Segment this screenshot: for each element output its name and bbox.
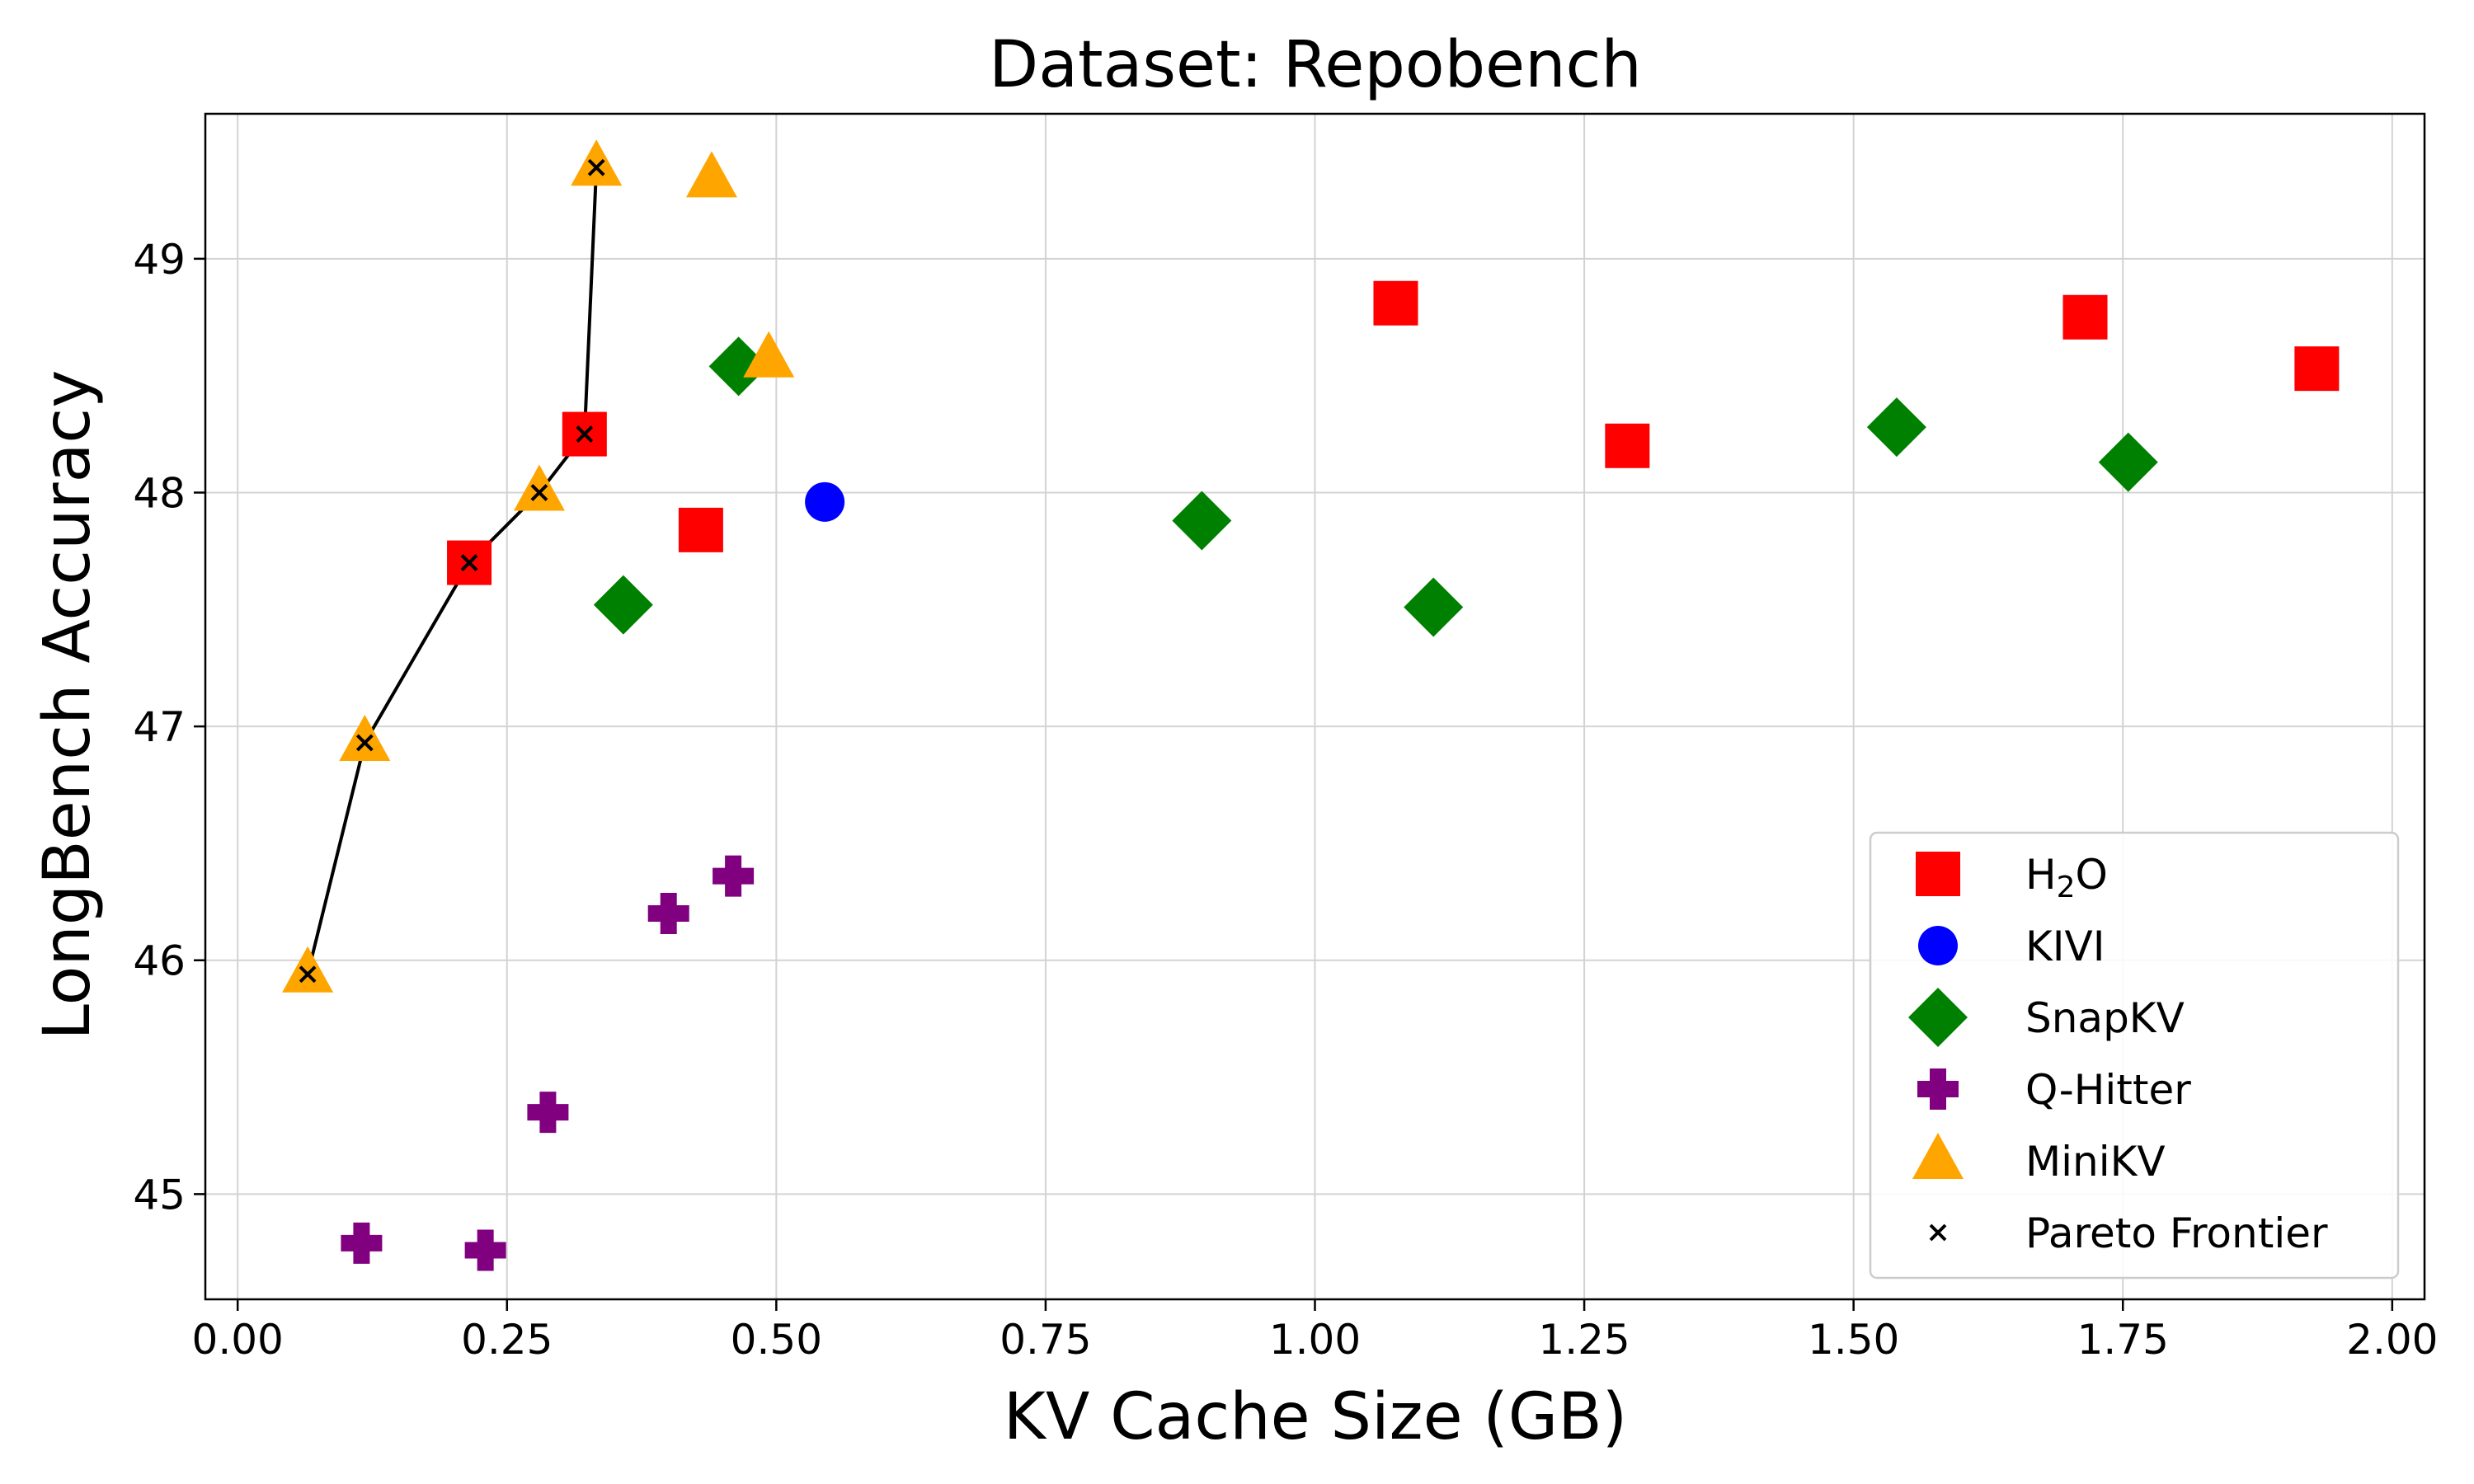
legend-marker-minikv — [1912, 1133, 1964, 1179]
pareto-x-stroke — [530, 484, 548, 501]
h2o-point — [2294, 346, 2340, 392]
x-tick-label: 0.25 — [461, 1316, 553, 1364]
pareto-frontier-point — [587, 158, 605, 176]
legend-label-minikv: MiniKV — [2025, 1138, 2166, 1186]
pareto-x-stroke — [299, 965, 317, 984]
q-hitter-point — [713, 855, 755, 897]
minikv-point — [339, 714, 391, 761]
legend-marker-kivi — [1918, 926, 1958, 965]
h2o-point — [1373, 280, 1418, 326]
x-tick-label: 0.00 — [192, 1316, 284, 1364]
legend-label-h2o: H2O — [2025, 851, 2108, 904]
h2o-point — [2062, 294, 2108, 340]
snapkv-point — [1404, 577, 1464, 637]
pareto-x-stroke — [355, 734, 374, 752]
legend: H2O KIVI SnapKV Q-Hitter MiniKV Pareto Fronti… — [1869, 831, 2400, 1280]
snapkv-point — [2098, 432, 2158, 492]
x-tick-label: 1.50 — [1808, 1316, 1899, 1364]
kivi-point — [805, 481, 845, 522]
x-tick-label: 1.25 — [1538, 1316, 1630, 1364]
y-axis-title: LongBench Accuracy — [31, 370, 105, 1040]
q-hitter-point — [527, 1092, 569, 1134]
snapkv-point — [1866, 397, 1926, 458]
minikv-point — [282, 946, 334, 993]
snapkv-point — [1172, 491, 1232, 551]
legend-label-q-hitter: Q-Hitter — [2025, 1066, 2191, 1114]
legend-label-snapkv: SnapKV — [2025, 994, 2185, 1042]
legend-box — [1869, 831, 2400, 1280]
chart-title: Dataset: Repobench — [989, 28, 1642, 102]
pareto-frontier-point — [355, 734, 374, 752]
snapkv-point — [593, 575, 653, 635]
h2o-point — [1605, 423, 1650, 468]
legend-marker-h2o — [1916, 852, 1960, 896]
legend-marker-q-hitter — [1917, 1068, 1959, 1110]
minikv-point — [743, 331, 795, 378]
x-tick-label: 0.75 — [999, 1316, 1091, 1364]
minikv-point — [513, 464, 565, 511]
legend-marker-pareto-frontier — [1929, 1223, 1947, 1242]
pareto-frontier-line — [306, 167, 599, 975]
pareto-frontier-point — [460, 554, 478, 571]
x-tick-label: 0.50 — [731, 1316, 822, 1364]
legend-label-pareto-frontier: Pareto Frontier — [2025, 1209, 2328, 1257]
y-tick-label: 45 — [133, 1171, 186, 1219]
axis-ticks: 0.00 0.25 0.50 0.75 1.00 1.25 1.50 1.75 2.00 45 46… — [133, 236, 2438, 1364]
data-markers — [282, 139, 2340, 1271]
x-tick-label: 1.75 — [2077, 1316, 2169, 1364]
snapkv-point — [708, 336, 769, 397]
pareto-frontier-path — [306, 167, 599, 975]
plot-area-frame — [204, 112, 2426, 1301]
pareto-x-stroke — [1929, 1223, 1947, 1242]
q-hitter-point — [647, 893, 689, 935]
y-tick-label: 49 — [133, 236, 186, 284]
minikv-point — [685, 151, 737, 198]
y-tick-label: 47 — [133, 703, 186, 751]
q-hitter-point — [464, 1229, 506, 1271]
y-tick-label: 46 — [133, 937, 186, 985]
q-hitter-point — [341, 1222, 383, 1264]
x-tick-label: 2.00 — [2346, 1316, 2438, 1364]
pareto-x-stroke — [460, 554, 478, 571]
pareto-x-stroke — [576, 425, 594, 443]
x-tick-label: 1.00 — [1269, 1316, 1361, 1364]
legend-marker-snapkv — [1908, 988, 1968, 1047]
x-axis-title: KV Cache Size (GB) — [1004, 1380, 1627, 1454]
pareto-frontier-point — [299, 965, 317, 984]
pareto-frontier-point — [576, 425, 594, 443]
y-tick-label: 48 — [133, 469, 186, 517]
pareto-frontier-point — [530, 484, 548, 501]
h2o-point — [678, 507, 723, 552]
pareto-x-stroke — [587, 158, 605, 176]
legend-label-kivi: KIVI — [2025, 923, 2105, 970]
minikv-point — [571, 139, 623, 186]
